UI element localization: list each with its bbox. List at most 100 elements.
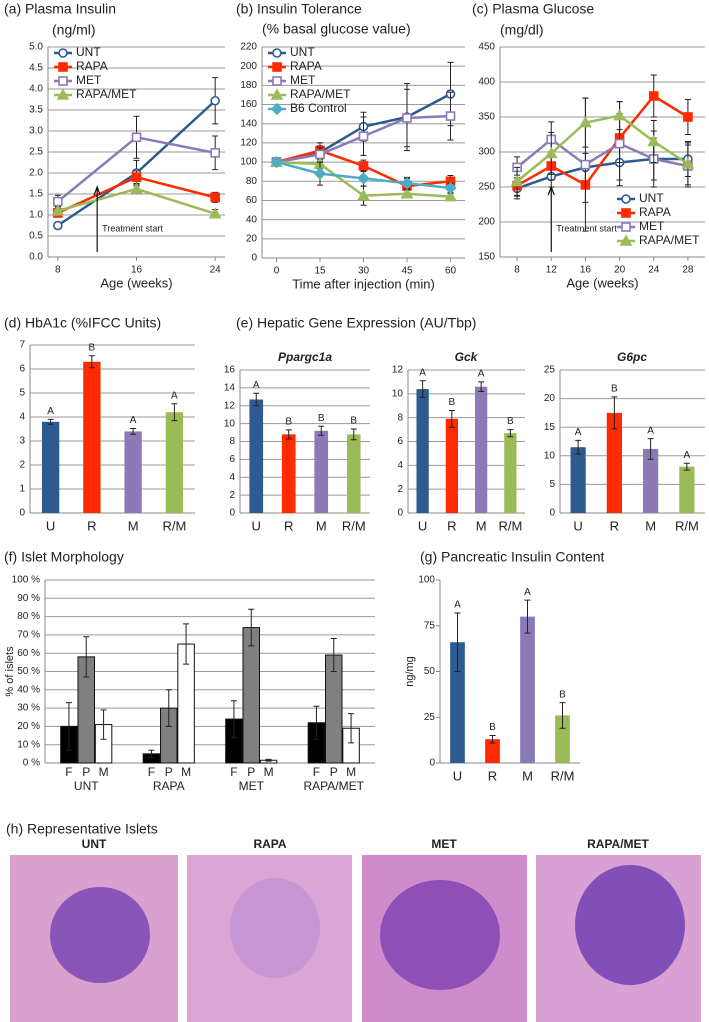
legend-label: MET [290,73,316,87]
marker [358,161,369,171]
y-tick-label: 0.5 [29,231,43,242]
series-label: M [181,765,191,779]
error-bar [330,638,337,672]
y-tick-label: 20 [246,233,258,244]
panel-title: (h) Representative Islets [6,821,158,837]
y-tick-label: 90 % [17,593,40,604]
x-tick-label: RAPA/MET [304,779,365,793]
significance-letter: B [449,397,456,408]
error-bar [165,689,172,727]
y-tick-label: 25 [544,365,556,376]
x-tick-label: 12 [546,265,558,276]
bar [165,412,184,513]
legend-label: RAPA [76,59,108,73]
error-bar [611,396,618,430]
significance-letter: B [489,722,496,733]
y-tick-label: 1.5 [29,189,43,200]
marker [270,155,283,169]
bar [281,434,296,513]
legend-label: RAPA [290,59,322,73]
error-bar [348,713,355,744]
marker [613,108,626,121]
y-tick-label: 2 [229,490,235,501]
y-tick-label: 10 [392,388,404,399]
x-tick-label: 30 [358,266,370,277]
legend-marker [58,48,68,58]
y-tick-label: 70 % [17,630,40,641]
y-tick-label: 50 [424,666,436,677]
significance-letter: B [350,416,357,427]
x-tick-label: 0 [274,266,280,277]
y-tick-label: 0 [229,508,235,519]
error-bar [171,403,178,422]
error-bar [230,700,237,738]
error-bar [575,439,582,455]
legend-label: RAPA/MET [76,87,137,101]
marker [51,204,65,216]
y-tick-label: 4 [397,460,403,471]
bar [249,399,264,513]
marker [614,138,625,149]
bar [450,642,465,763]
x-tick-label: R [87,518,96,533]
series-label: F [230,765,237,779]
y-tick-label: 100 [240,157,257,168]
legend-label: B6 Control [290,101,347,115]
x-tick-label: M [645,518,656,533]
y-tick-label: 0 [397,508,403,519]
x-axis-label: Age (weeks) [100,275,172,290]
chart-title: G6pc [617,350,647,364]
marker [210,95,220,106]
significance-letter: A [575,427,582,438]
y-tick-label: 5 [549,479,555,490]
x-tick-label: 8 [514,265,520,276]
error-bar [148,749,155,759]
chart-title: Ppargc1a [278,350,332,364]
bar [485,739,500,763]
error-bar [350,428,357,441]
bar [606,412,622,513]
x-tick-label: 20 [614,265,626,276]
legend-label: RAPA/MET [290,87,351,101]
x-tick-label: 28 [682,265,694,276]
x-tick-label: 8 [55,265,61,276]
bar [474,386,488,513]
y-tick-label: 4.0 [29,84,43,95]
y-tick-label: 1.0 [29,210,43,221]
legend-marker [272,62,282,72]
marker [357,172,370,185]
legend-marker [270,102,284,116]
x-tick-label: U [418,518,427,533]
islet [575,865,685,985]
y-tick-label: 60 [246,195,258,206]
y-tick-label: 350 [478,112,495,123]
y-axis-label: % of islets [4,646,16,697]
series-label: P [82,765,90,779]
islet [230,878,320,978]
series-line [516,137,689,169]
x-tick-label: M [316,518,327,533]
y-tick-label: 80 [246,176,258,187]
group-title: (e) Hepatic Gene Expression (AU/Tbp) [236,315,476,331]
chart-title: (c) Plasma Glucose [472,1,594,17]
y-tick-label: 8 [229,436,235,447]
x-tick-label: 24 [648,265,660,276]
y-tick-label: 150 [478,252,495,263]
legend-label: MET [639,219,665,233]
error-bar [88,355,95,369]
bar [555,715,570,763]
series-label: M [264,765,274,779]
y-tick-label: 6 [19,364,25,375]
y-tick-label: 60 % [17,648,40,659]
marker [683,112,693,122]
chart-title: (f) Islet Morphology [4,549,124,565]
legend-marker [621,194,631,204]
series-label: P [247,765,255,779]
y-tick-label: 300 [478,147,495,158]
significance-letter: B [559,689,566,700]
annotation: Treatment start [102,223,163,233]
error-bar [100,709,107,740]
error-bar [130,428,137,435]
islet [50,887,150,983]
error-bar [318,425,325,436]
